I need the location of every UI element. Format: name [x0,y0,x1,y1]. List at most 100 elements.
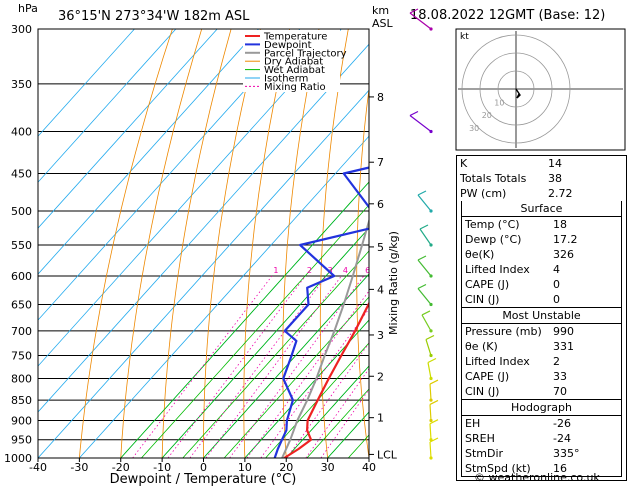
wind-barb [417,259,432,277]
hodograph-frame [455,28,626,151]
index-label: StmSpd (kt) [465,462,531,475]
pressure-tick-label: 500 [11,205,32,218]
index-value: 2.72 [548,187,573,200]
index-label: EH [465,417,481,430]
dewpoint-line [273,166,369,458]
pressure-tick-label: 900 [11,414,32,427]
wind-barb [409,115,432,132]
wind-barb-feather [417,190,427,196]
wind-barb-feather [429,379,439,385]
height-tick-label: 2 [377,370,384,383]
mixing-ratio-label: 4 [343,266,348,275]
datetime-title: 18.08.2022 12GMT (Base: 12) [410,8,605,23]
index-label: StmDir [465,447,504,460]
wind-barb-feather [409,110,419,117]
index-label: θe(K) [465,248,495,261]
height-tick-label: 4 [377,283,384,296]
mixing-ratio-line [189,275,327,458]
indices-panel: K 14 Totals Totals 38 PW (cm) 2.72 Surface Te… [456,155,627,481]
temperature-tick-label: -10 [153,461,171,474]
index-row: PW (cm) 2.72 [457,186,626,201]
wind-barb [429,441,432,459]
mixing-ratio-line [305,368,369,458]
mixing-ratio-line [167,275,306,458]
wet-adiabat [223,296,369,458]
wet-adiabat [203,273,369,458]
index-row: Pressure (mb) 990 [462,324,621,339]
wind-barb-station [429,418,433,423]
height-tick-label: 1 [377,412,384,425]
pressure-tick-label: 950 [11,434,32,447]
dry-adiabat [203,29,261,458]
index-label: Pressure (mb) [465,325,542,338]
indices-list: K 14 Totals Totals 38 PW (cm) 2.72 [457,156,626,201]
index-row: CAPE (J) 33 [462,369,621,384]
index-value: 16 [553,462,567,475]
pressure-tick-label: 700 [11,325,32,338]
isotherm [38,89,369,458]
legend-label: Parcel Trajectory [264,48,347,59]
mixing-ratio-label: 3 [328,266,333,275]
wet-adiabat [120,181,369,458]
index-value: 990 [553,325,574,338]
axes: 3003504004505005506006507007508008509009… [4,23,398,474]
wind-barb [425,339,432,356]
dry-adiabat [161,29,232,458]
index-value: 326 [553,248,574,261]
mixing-ratio-label: 15 [416,266,426,275]
index-value: -24 [553,432,571,445]
index-value: 33 [553,370,567,383]
plot-background: 1 2 3 4 6 8 10 15 20 25 [38,29,426,458]
mixing-ratio-line [246,290,369,458]
wind-barb-feather [425,334,435,341]
index-value: 38 [548,172,562,185]
index-row: θe(K) 326 [462,247,621,262]
index-value: 0 [553,278,560,291]
dry-adiabat [356,85,369,458]
wind-barb-feather [421,310,431,316]
legend-label: Dry Adiabat [264,57,323,68]
wet-adiabat [244,319,369,458]
parcel-trajectory-line [281,217,369,458]
plot-frame [37,28,370,459]
index-label: Totals Totals [460,172,527,185]
wet-adiabat [327,411,369,458]
wind-barb-station [429,209,433,213]
pressure-tick-label: 650 [11,299,32,312]
isotherm [38,29,259,275]
wind-barb [419,228,432,246]
wind-barb-station [429,329,433,333]
dry-adiabat [120,29,203,458]
most-unstable-box: Most Unstable Pressure (mb) 990 θe (K) 331 L… [461,308,622,400]
index-value: 18 [553,218,567,231]
legend-label: Dewpoint [264,40,312,51]
pressure-tick-label: 300 [11,23,32,36]
wind-barb [429,384,432,401]
index-value: 0 [553,293,560,306]
legend-label: Wet Adiabat [264,65,325,76]
height-tick-label: 8 [377,91,384,104]
wet-adiabat [286,365,369,458]
pressure-tick-label: 1000 [4,452,32,465]
index-row: CIN (J) 0 [462,292,621,307]
index-value: 14 [548,157,562,170]
index-value: 4 [553,263,560,276]
hodograph-ring-label: 10 [494,99,504,108]
height-tick-label: 6 [377,198,384,211]
wind-barb [417,194,432,212]
index-row: CAPE (J) 0 [462,277,621,292]
wind-barb-feather [429,419,439,425]
temperature-tick-label: 40 [362,461,376,474]
mixing-ratio-line [205,275,342,458]
pressure-tick-label: 800 [11,372,32,385]
index-label: Lifted Index [465,263,530,276]
index-row: Dewp (°C) 17.2 [462,232,621,247]
wind-barb-station [429,376,433,381]
pressure-tick-label: 400 [11,126,32,139]
index-value: 335° [553,447,580,460]
wind-barb-station [429,302,433,307]
height-tick-label: 3 [377,329,384,342]
index-value: 17.2 [553,233,578,246]
legend-label: Temperature [263,32,327,43]
